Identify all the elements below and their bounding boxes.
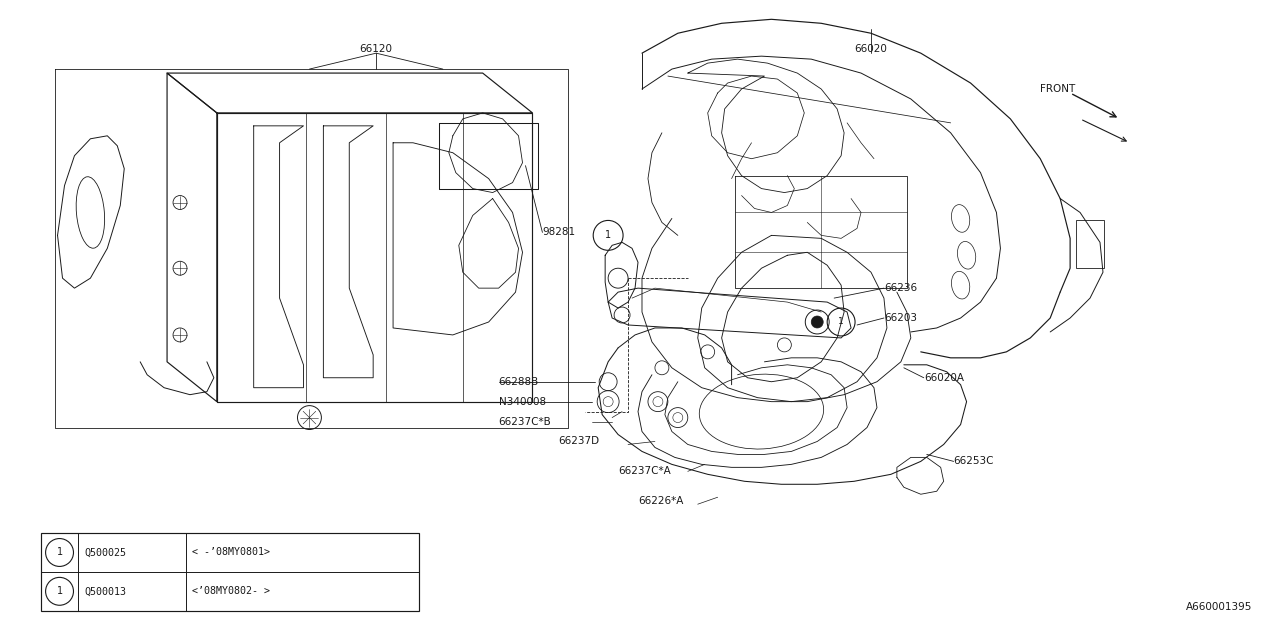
Text: 98281: 98281 xyxy=(543,227,576,237)
Circle shape xyxy=(173,261,187,275)
Text: A660001395: A660001395 xyxy=(1187,602,1252,612)
Bar xyxy=(41,533,419,611)
Circle shape xyxy=(173,328,187,342)
Text: 66120: 66120 xyxy=(360,44,393,54)
Text: 66253C: 66253C xyxy=(954,456,995,467)
Text: < -’08MY0801>: < -’08MY0801> xyxy=(192,547,270,557)
Text: 66236: 66236 xyxy=(884,283,916,293)
Text: 66237C*B: 66237C*B xyxy=(499,417,552,426)
Circle shape xyxy=(173,196,187,209)
Text: 66237D: 66237D xyxy=(558,436,599,447)
Circle shape xyxy=(599,372,617,390)
Text: Q500025: Q500025 xyxy=(84,547,127,557)
Text: FRONT: FRONT xyxy=(1041,84,1075,94)
Text: Q500013: Q500013 xyxy=(84,586,127,596)
Text: N340008: N340008 xyxy=(499,397,545,406)
Text: 66226*A: 66226*A xyxy=(637,496,684,506)
Text: 1: 1 xyxy=(838,317,844,326)
Text: 1: 1 xyxy=(56,586,63,596)
Circle shape xyxy=(812,316,823,328)
Text: 1: 1 xyxy=(56,547,63,557)
Text: 66020A: 66020A xyxy=(924,372,964,383)
Text: 66288B: 66288B xyxy=(499,377,539,387)
Bar xyxy=(1076,220,1103,268)
Text: 66237C*A: 66237C*A xyxy=(618,467,671,476)
Text: 66203: 66203 xyxy=(884,313,916,323)
Text: 66020: 66020 xyxy=(855,44,887,54)
Text: <’08MY0802- >: <’08MY0802- > xyxy=(192,586,270,596)
Text: 1: 1 xyxy=(605,230,612,241)
